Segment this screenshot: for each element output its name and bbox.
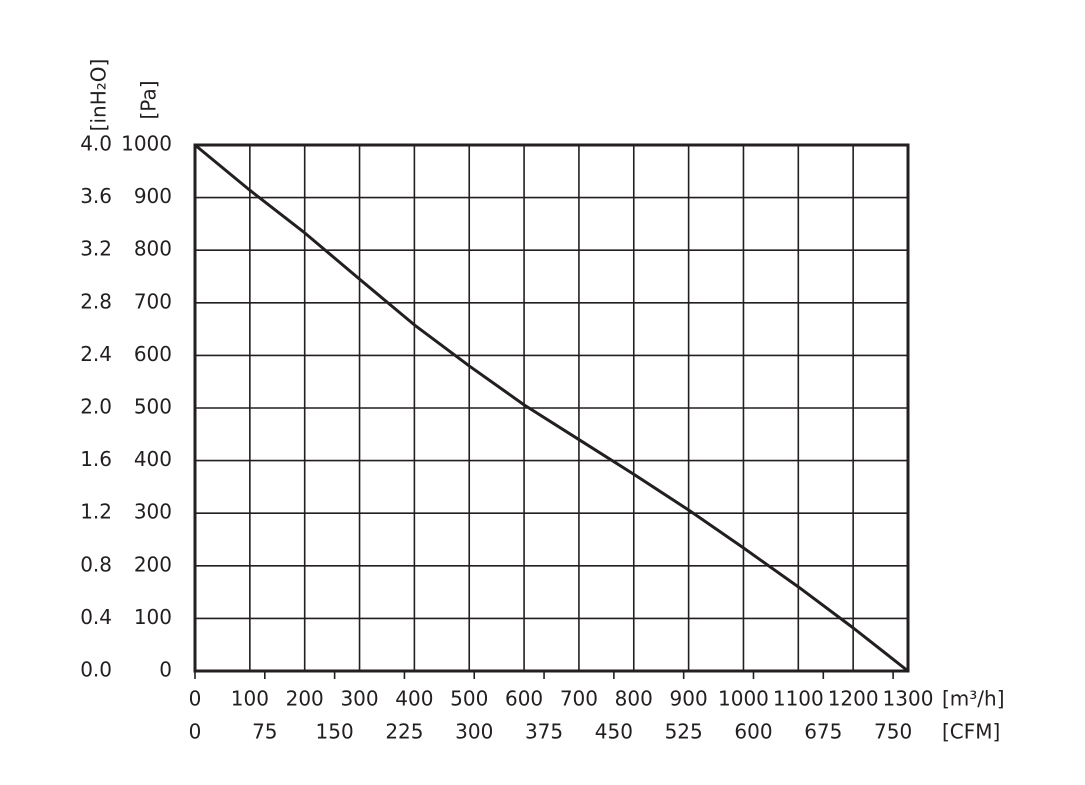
y2-tick-label: 2.8	[80, 289, 112, 313]
y-tick-label: 0	[159, 658, 172, 682]
y2-axis-label: [inH₂O]	[87, 59, 111, 132]
x2-tick-label: 750	[874, 720, 912, 744]
y-tick-label: 600	[134, 342, 172, 366]
y-tick-label: 100	[134, 605, 172, 629]
x-tick-label: 1300	[883, 687, 934, 711]
y-tick-label: 900	[134, 184, 172, 208]
x-tick-label: 400	[395, 687, 433, 711]
y-tick-label: 500	[134, 395, 172, 419]
x2-tick-label: 600	[734, 720, 772, 744]
x-axis-label: [m³/h]	[942, 687, 1005, 711]
x-tick-label: 1100	[773, 687, 824, 711]
x-tick-label: 100	[231, 687, 269, 711]
y2-tick-label: 0.8	[80, 552, 112, 576]
y2-tick-label: 0.0	[80, 658, 112, 682]
y2-tick-label: 2.0	[80, 395, 112, 419]
y-tick-label: 200	[134, 552, 172, 576]
x2-tick-label: 225	[385, 720, 423, 744]
x2-tick-label: 300	[455, 720, 493, 744]
x-tick-label: 900	[670, 687, 708, 711]
x2-tick-label: 525	[665, 720, 703, 744]
y-tick-label: 1000	[121, 132, 172, 156]
y-tick-label: 300	[134, 500, 172, 524]
x2-tick-label: 75	[252, 720, 277, 744]
y2-tick-label: 4.0	[80, 132, 112, 156]
y2-tick-label: 2.4	[80, 342, 112, 366]
x-tick-label: 1000	[718, 687, 769, 711]
y2-tick-label: 0.4	[80, 605, 112, 629]
x-tick-label: 600	[505, 687, 543, 711]
y2-tick-label: 3.6	[80, 184, 112, 208]
y-tick-label: 800	[134, 237, 172, 261]
y2-tick-label: 1.2	[80, 500, 112, 524]
y2-tick-label: 1.6	[80, 447, 112, 471]
x-tick-label: 300	[340, 687, 378, 711]
x-tick-label: 700	[560, 687, 598, 711]
x2-tick-label: 675	[804, 720, 842, 744]
y-tick-label: 700	[134, 289, 172, 313]
x2-tick-label: 450	[595, 720, 633, 744]
x2-tick-label: 150	[316, 720, 354, 744]
plot-frame	[193, 143, 910, 673]
x2-tick-label: 0	[189, 720, 202, 744]
x-tick-label: 800	[615, 687, 653, 711]
x2-axis-label: [CFM]	[942, 720, 1000, 744]
data-line	[194, 143, 909, 673]
y-axis-label: [Pa]	[137, 80, 161, 119]
x-tick-label: 200	[286, 687, 324, 711]
x-tick-label: 1200	[828, 687, 879, 711]
y2-tick-label: 3.2	[80, 237, 112, 261]
x2-tick-label: 375	[525, 720, 563, 744]
x-tick-label: 0	[189, 687, 202, 711]
x-tick-label: 500	[450, 687, 488, 711]
y-tick-label: 400	[134, 447, 172, 471]
